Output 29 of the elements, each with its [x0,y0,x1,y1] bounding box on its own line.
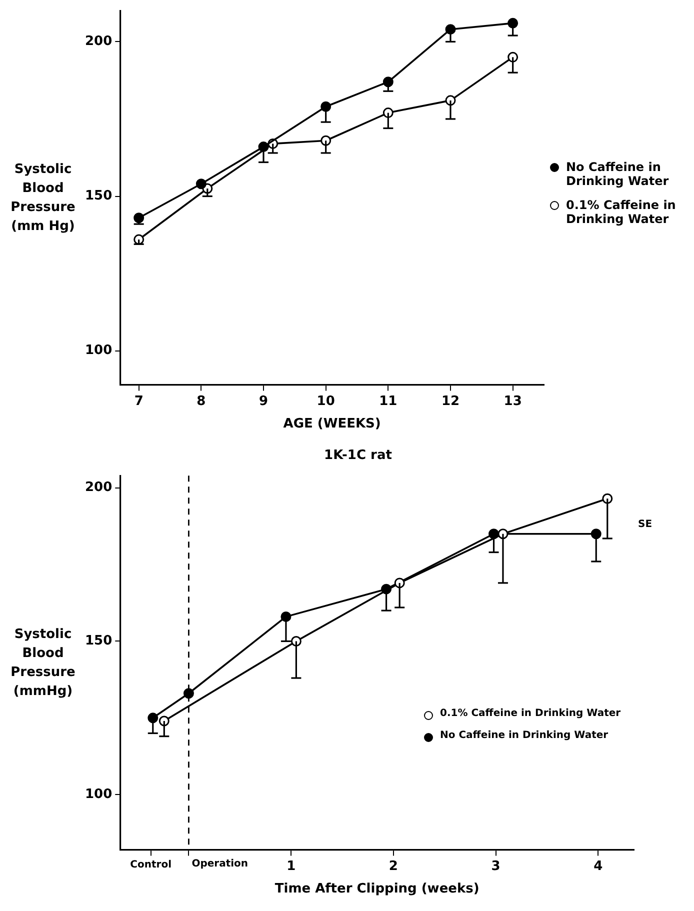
x-tick-label: Control [130,859,172,870]
x-tick-label: 4 [594,858,603,874]
x-tick-label: 1 [286,858,296,874]
legend-label: 0.1% Caffeine in Drinking Water [440,708,621,719]
y-axis-title: Systolic Blood Pressure (mm Hg) [10,160,76,236]
x-tick-label: 8 [196,394,206,409]
x-tick-label: 10 [316,394,335,409]
x-tick-label: 12 [441,394,460,409]
x-tick-label: 7 [134,394,144,409]
y-tick-label: 150 [84,188,112,204]
y-tick-label: 100 [84,343,112,358]
y-tick-label: 200 [84,34,112,50]
x-tick-label: 13 [504,394,522,409]
legend-label: No Caffeine in Drinking Water [566,160,670,188]
y-tick-label: 100 [84,786,112,802]
y-tick-label: 150 [84,634,112,649]
x-tick-label: 9 [258,394,268,409]
x-tick-label: 3 [491,858,500,874]
y-axis-title: Systolic Blood Pressure (mmHg) [10,626,76,701]
legend-label: 0.1% Caffeine in Drinking Water [566,198,677,226]
x-tick-label: 11 [379,394,398,409]
legend-label: No Caffeine in Drinking Water [440,730,608,741]
ref-line-label: Operation [192,858,248,870]
x-axis-title: Time After Clipping (weeks) [274,882,480,897]
x-tick-label: 2 [388,858,398,874]
chart-title: 1K-1C rat [324,448,392,464]
text: SE [638,518,652,530]
y-tick-label: 200 [84,480,112,496]
x-axis-title: AGE (WEEKS) [283,416,381,432]
